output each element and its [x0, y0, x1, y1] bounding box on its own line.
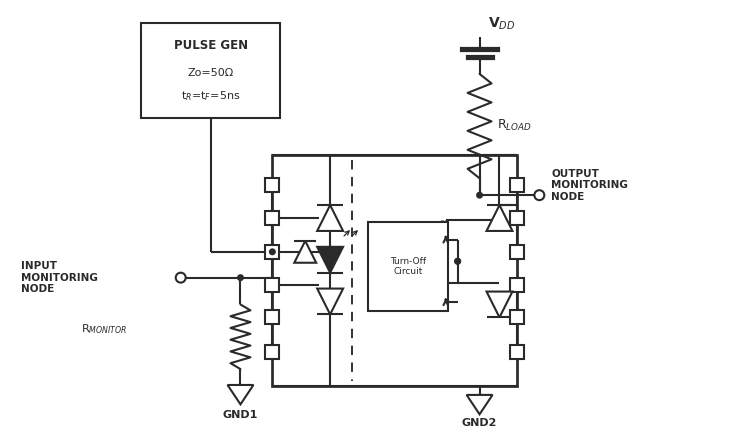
- Bar: [368, 222, 447, 311]
- Bar: [141, 23, 280, 118]
- Polygon shape: [466, 395, 493, 414]
- Bar: [510, 345, 524, 359]
- Polygon shape: [317, 247, 343, 273]
- Circle shape: [476, 192, 483, 198]
- Text: Zo=50Ω: Zo=50Ω: [187, 68, 234, 78]
- Circle shape: [454, 258, 461, 265]
- Circle shape: [454, 258, 461, 265]
- Circle shape: [269, 248, 276, 255]
- Bar: [510, 211, 524, 225]
- Bar: [510, 245, 524, 259]
- Circle shape: [237, 274, 244, 281]
- Text: R$_{LOAD}$: R$_{LOAD}$: [498, 118, 532, 133]
- Circle shape: [534, 190, 545, 200]
- Text: INPUT
MONITORING
NODE: INPUT MONITORING NODE: [21, 261, 98, 294]
- Bar: [265, 278, 279, 292]
- Text: Turn-Off
Circuit: Turn-Off Circuit: [390, 257, 426, 277]
- Bar: [273, 155, 518, 386]
- Circle shape: [175, 273, 186, 283]
- Text: t$_R$=t$_F$=5ns: t$_R$=t$_F$=5ns: [181, 89, 240, 103]
- Polygon shape: [487, 292, 512, 317]
- Bar: [510, 310, 524, 325]
- Bar: [510, 278, 524, 292]
- Bar: [265, 245, 279, 259]
- Bar: [265, 178, 279, 192]
- Polygon shape: [317, 205, 343, 231]
- Text: R$_{MONITOR}$: R$_{MONITOR}$: [81, 322, 127, 336]
- Bar: [265, 345, 279, 359]
- Text: GND2: GND2: [462, 418, 497, 428]
- Polygon shape: [317, 289, 343, 314]
- Bar: [265, 211, 279, 225]
- Polygon shape: [487, 205, 512, 231]
- Text: OUTPUT
MONITORING
NODE: OUTPUT MONITORING NODE: [551, 169, 628, 202]
- Text: PULSE GEN: PULSE GEN: [173, 39, 248, 52]
- Text: GND1: GND1: [223, 410, 258, 420]
- Text: V$_{DD}$: V$_{DD}$: [488, 16, 515, 32]
- Bar: [265, 310, 279, 325]
- Polygon shape: [227, 385, 254, 404]
- Bar: [510, 178, 524, 192]
- Polygon shape: [295, 241, 317, 263]
